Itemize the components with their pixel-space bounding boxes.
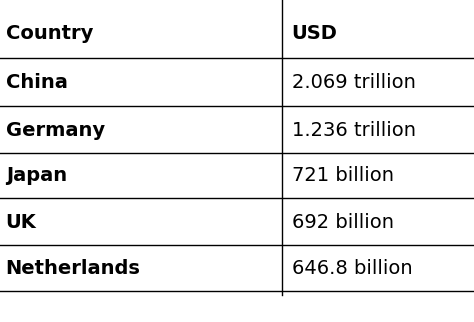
Text: 721 billion: 721 billion — [292, 166, 393, 185]
Text: UK: UK — [6, 213, 36, 232]
Text: Germany: Germany — [6, 121, 105, 140]
Text: Country: Country — [6, 24, 93, 43]
Text: Japan: Japan — [6, 166, 67, 185]
Text: 2.069 trillion: 2.069 trillion — [292, 72, 415, 92]
Text: 692 billion: 692 billion — [292, 213, 393, 232]
Text: Netherlands: Netherlands — [6, 259, 141, 279]
Text: USD: USD — [292, 24, 337, 43]
Text: 646.8 billion: 646.8 billion — [292, 259, 412, 279]
Text: 1.236 trillion: 1.236 trillion — [292, 121, 416, 140]
Text: China: China — [6, 72, 68, 92]
